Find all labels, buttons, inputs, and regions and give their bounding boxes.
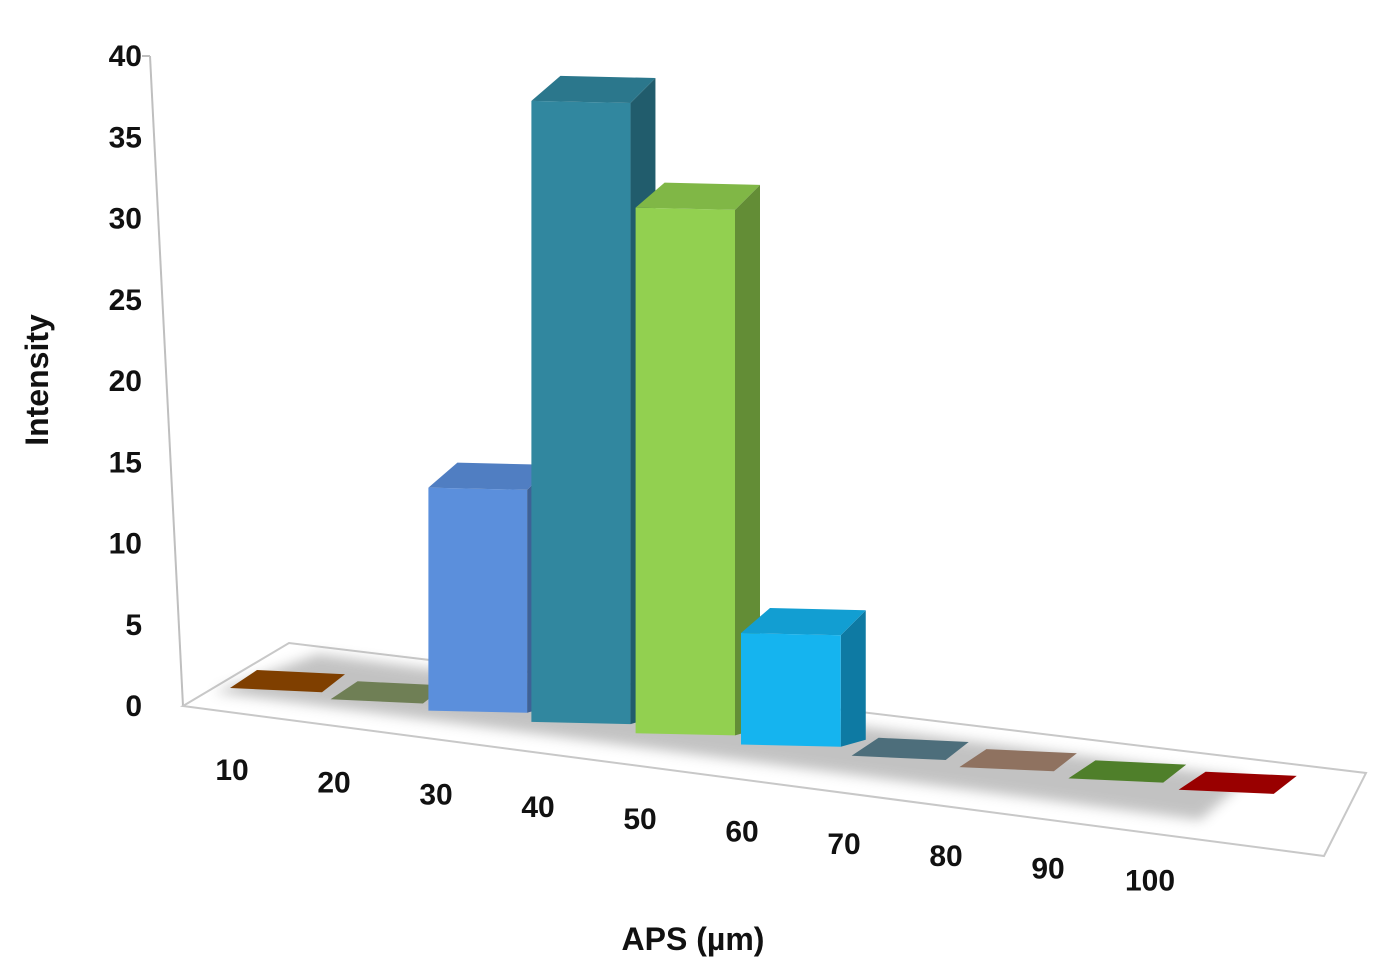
bar-80 [959, 749, 1077, 772]
bar-side-face [735, 184, 760, 736]
bar-zero-slab [959, 749, 1077, 772]
x-tick-label: 20 [317, 766, 350, 799]
bar-zero-slab [1068, 760, 1187, 783]
x-tick-label: 30 [419, 779, 452, 812]
bar-90 [1068, 760, 1187, 783]
y-tick-label: 35 [109, 121, 142, 154]
bar-50 [635, 182, 760, 736]
bar-front-face [428, 487, 528, 713]
bar-top-face [428, 462, 553, 490]
x-tick-label: 100 [1125, 865, 1175, 898]
bar-20 [330, 681, 446, 704]
bar-side-face [840, 610, 866, 747]
bar-zero-slab [851, 737, 969, 760]
bar-zero-slab [330, 681, 446, 704]
y-tick-label: 15 [109, 446, 142, 479]
y-tick-label: 40 [109, 40, 142, 73]
y-tick-label: 10 [109, 528, 142, 561]
bar-zero-slab [1178, 771, 1297, 794]
x-tick-label: 90 [1031, 852, 1064, 885]
bar-top-face [635, 182, 760, 210]
y-axis-ticks: 0 5 10 15 20 25 30 35 40 [109, 40, 142, 723]
x-tick-label: 50 [623, 803, 656, 836]
y-axis-wall [149, 55, 184, 707]
y-tick-label: 25 [109, 284, 142, 317]
bar-top-face [741, 608, 866, 636]
bar-70 [851, 737, 969, 760]
bar-10 [230, 670, 345, 693]
bar-front-face [741, 633, 841, 747]
bar-front-face [531, 100, 631, 725]
x-axis-ticks: 10 20 30 40 50 60 70 80 90 100 [215, 754, 1175, 898]
y-tick-label: 20 [109, 365, 142, 398]
bar-zero-slab [230, 670, 345, 693]
y-tick-label: 5 [125, 609, 142, 642]
bar-100 [1178, 771, 1297, 794]
y-tick-label: 0 [125, 690, 142, 723]
x-tick-label: 60 [725, 816, 758, 849]
bar-60 [741, 608, 866, 747]
x-axis-title: APS (µm) [622, 921, 765, 957]
x-tick-label: 10 [215, 754, 248, 787]
y-axis-title: Intensity [19, 314, 55, 446]
bar-front-face [635, 207, 735, 736]
y-tick-label: 30 [109, 203, 142, 236]
x-tick-label: 40 [521, 791, 554, 824]
x-tick-label: 70 [827, 828, 860, 861]
bars-group [230, 75, 1297, 794]
x-tick-label: 80 [929, 840, 962, 873]
bar-top-face [531, 75, 656, 104]
